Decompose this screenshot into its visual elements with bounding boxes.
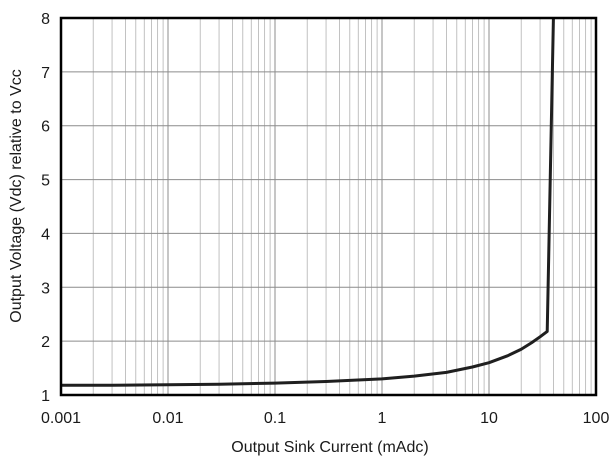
y-tick-label: 7: [41, 65, 50, 82]
y-tick-label: 1: [41, 388, 50, 405]
y-tick-label: 4: [41, 226, 50, 243]
y-axis-title: Output Voltage (Vdc) relative to Vcc: [8, 69, 25, 322]
grid: [60, 17, 597, 396]
y-tick-label: 6: [41, 119, 50, 136]
y-tick-label: 8: [41, 11, 50, 28]
x-axis-ticks: 0.001 0.01 0.1 1 10 100: [41, 410, 609, 427]
series-layer: [61, 17, 555, 387]
x-tick-label: 10: [480, 410, 498, 427]
y-axis-ticks: 1 2 3 4 5 6 7 8: [41, 11, 50, 405]
x-tick-label: 1: [378, 410, 387, 427]
plot-border: [59, 16, 598, 397]
x-tick-label: 0.1: [264, 410, 286, 427]
x-tick-label: 100: [583, 410, 610, 427]
y-tick-label: 2: [41, 334, 50, 351]
y-tick-label: 3: [41, 280, 50, 297]
plot-frame: [59, 16, 598, 397]
series-line: [61, 17, 555, 387]
y-tick-label: 5: [41, 173, 50, 190]
x-axis-title: Output Sink Current (mAdc): [231, 439, 428, 456]
x-tick-label: 0.001: [41, 410, 81, 427]
x-tick-label: 0.01: [152, 410, 183, 427]
